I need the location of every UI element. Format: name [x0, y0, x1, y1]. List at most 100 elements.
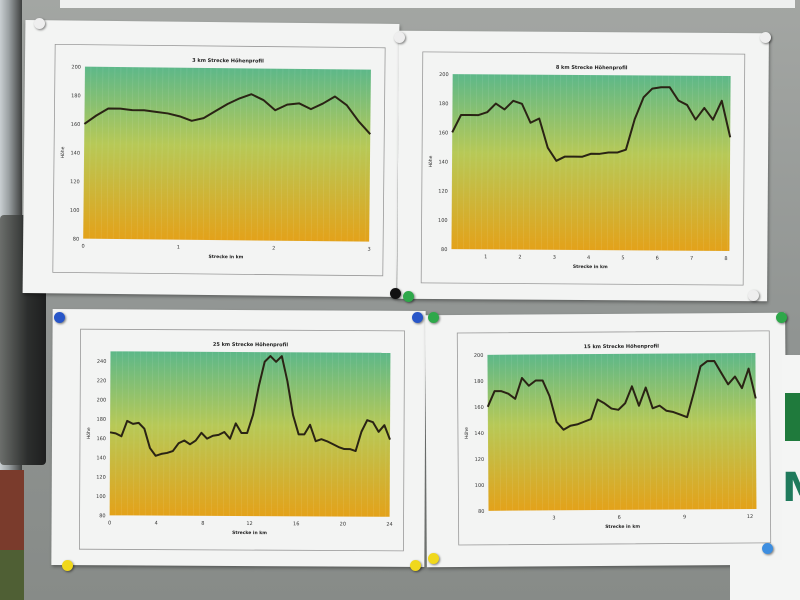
y-tick-label: 100 — [96, 494, 106, 500]
gridline — [343, 352, 345, 517]
gridline — [208, 67, 212, 240]
elevation-line — [109, 355, 391, 457]
gridline — [487, 74, 489, 250]
gridline — [655, 353, 657, 510]
gridline — [715, 353, 717, 510]
gridline — [196, 67, 200, 240]
y-tick-label: 200 — [71, 65, 81, 71]
grass — [0, 550, 24, 600]
pin-blue — [762, 543, 773, 554]
gridline — [589, 75, 591, 251]
gridline — [457, 74, 459, 250]
x-axis-label: Strecke in km — [232, 530, 267, 536]
gridline — [160, 67, 164, 240]
gridline — [247, 352, 249, 517]
gridline — [127, 351, 129, 516]
gridline — [202, 67, 206, 240]
x-tick-label: 3 — [367, 247, 370, 253]
y-tick-label: 160 — [96, 436, 106, 442]
gridline — [715, 75, 717, 251]
y-tick-label: 160 — [71, 122, 81, 128]
y-axis-label: Höhe — [428, 155, 434, 167]
plot-area — [109, 351, 391, 517]
gridline — [601, 75, 603, 251]
pin-white — [760, 32, 771, 43]
gridline — [325, 352, 327, 517]
gridline — [697, 75, 699, 251]
x-tick-label: 9 — [683, 514, 686, 520]
gridline — [661, 353, 663, 510]
gridline — [577, 354, 579, 511]
plot-area — [451, 74, 731, 252]
y-tick-label: 80 — [441, 247, 447, 253]
y-tick-label: 240 — [97, 359, 107, 365]
y-tick-label: 140 — [70, 151, 80, 157]
gridline — [250, 68, 254, 241]
gridline — [529, 74, 531, 250]
paper-strip-top — [60, 0, 795, 8]
gridline — [262, 68, 266, 241]
gridline — [475, 74, 477, 250]
gridline — [358, 69, 362, 242]
pin-green — [428, 312, 439, 323]
y-tick-label: 80 — [478, 509, 484, 515]
gridline — [253, 352, 255, 517]
gridline — [289, 352, 291, 517]
gridline — [559, 74, 561, 250]
gridline — [535, 74, 537, 250]
x-tick-label: 1 — [177, 245, 180, 251]
gridline — [292, 68, 296, 241]
gridline — [220, 68, 224, 241]
gridline — [190, 67, 194, 240]
x-tick-label: 8 — [201, 521, 204, 527]
gridline — [523, 74, 525, 250]
gridline — [589, 354, 591, 511]
gridline — [271, 352, 273, 517]
gridline — [607, 353, 609, 510]
gridline — [529, 354, 531, 511]
gridline — [571, 74, 573, 250]
gridline — [367, 352, 369, 517]
gridline — [541, 74, 543, 250]
gridline — [667, 353, 669, 510]
gridline — [385, 352, 387, 517]
gridline — [511, 354, 513, 511]
gridline — [166, 67, 170, 240]
gridline — [205, 351, 207, 516]
gridline — [124, 67, 128, 240]
gridline — [451, 74, 453, 250]
poster-15km: 15 km Strecke Höhenprofil 80 100 120 140 160 1… — [425, 312, 787, 568]
gridline — [106, 66, 110, 239]
gridline — [505, 354, 507, 511]
gridline — [232, 68, 236, 241]
x-tick-label: 16 — [293, 521, 299, 527]
gridline — [709, 353, 711, 510]
y-tick-label: 180 — [97, 417, 107, 423]
y-tick-label: 100 — [475, 483, 485, 489]
gridline — [148, 67, 152, 240]
gridline — [346, 69, 350, 242]
x-tick-label: 2 — [518, 255, 521, 261]
y-tick-label: 120 — [475, 457, 485, 463]
gridline — [175, 351, 177, 516]
gridline — [559, 354, 561, 511]
poster-3km: 3 km Strecke Höhenprofil 80 100 120 140 160 18… — [22, 20, 400, 297]
gridline — [274, 68, 278, 241]
x-tick-label: 7 — [690, 256, 693, 262]
gridline — [130, 67, 134, 240]
gridline — [340, 69, 344, 242]
gridline — [673, 353, 675, 510]
gridline — [571, 354, 573, 511]
gridline — [211, 351, 213, 516]
gridline — [679, 353, 681, 510]
gridline — [637, 75, 639, 251]
gridline — [583, 354, 585, 511]
gridline — [268, 68, 272, 241]
pin-white — [748, 290, 759, 301]
gridline — [595, 354, 597, 511]
gridline — [157, 351, 159, 516]
gridline — [547, 74, 549, 250]
brick-wall — [0, 470, 24, 550]
gridline — [481, 74, 483, 250]
pin-blue — [54, 312, 65, 323]
